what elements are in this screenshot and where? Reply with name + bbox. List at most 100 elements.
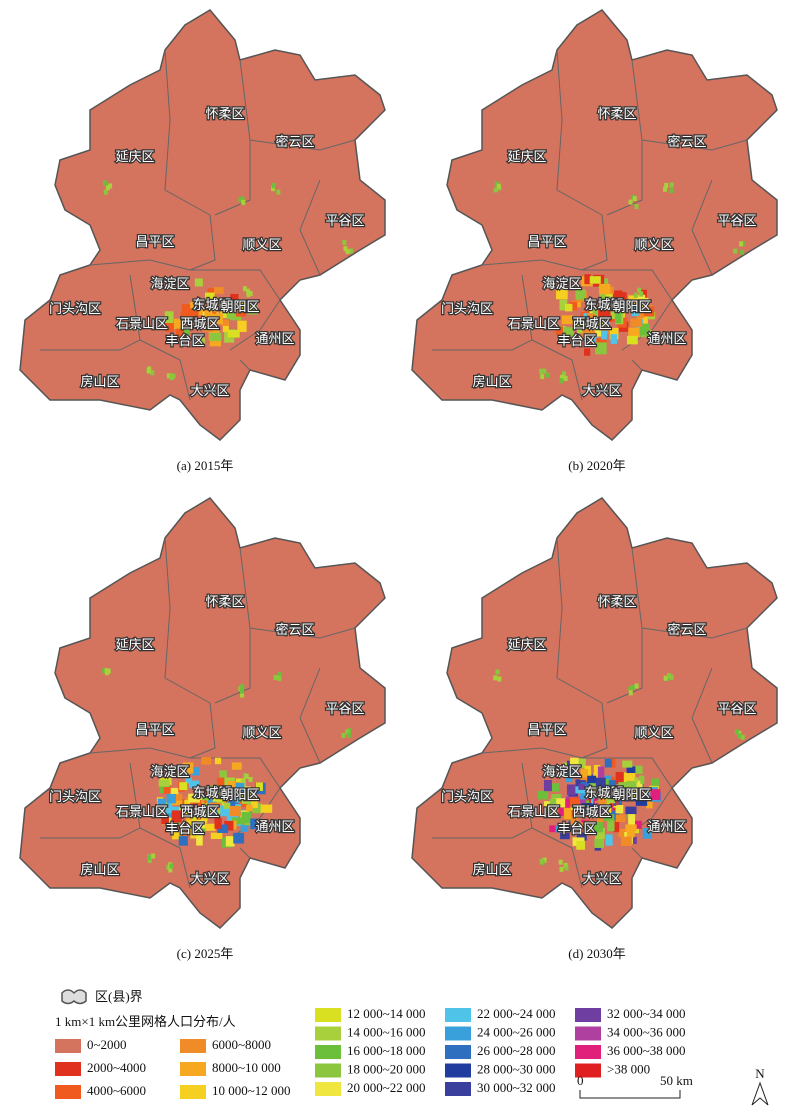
scale-bar — [579, 1090, 681, 1099]
population-cell — [595, 827, 605, 840]
district-label: 密云区 — [667, 622, 706, 637]
population-cell — [103, 189, 108, 195]
district-label: 东城区 — [584, 297, 623, 312]
population-cell — [188, 780, 200, 789]
district-label: 石景山区 — [508, 316, 560, 331]
population-cell — [176, 328, 185, 338]
district-label: 延庆区 — [507, 637, 546, 652]
population-cell — [618, 828, 630, 838]
population-cell — [231, 793, 241, 803]
population-cell — [542, 857, 547, 863]
population-cell — [231, 817, 244, 825]
population-cell — [191, 767, 200, 776]
population-cell — [173, 794, 183, 801]
population-cell — [204, 292, 215, 301]
population-cell — [208, 802, 220, 810]
population-cell — [628, 690, 633, 696]
population-cell — [556, 289, 568, 300]
population-cell — [582, 327, 590, 339]
district-label: 房山区 — [80, 862, 119, 877]
population-cell — [166, 802, 173, 814]
population-cell — [271, 186, 276, 192]
population-cell — [343, 246, 348, 252]
population-cell — [597, 766, 605, 778]
population-cell — [587, 775, 597, 784]
population-cell — [217, 777, 225, 787]
population-cell — [240, 197, 245, 203]
population-cell — [615, 772, 624, 784]
population-cell — [542, 368, 547, 374]
district-label: 顺义区 — [242, 237, 281, 252]
population-cell — [341, 732, 346, 738]
panel-caption: (a) 2015年 — [177, 458, 234, 473]
population-cell — [211, 313, 224, 325]
population-cell — [348, 248, 353, 254]
legend-label: 4000~6000 — [87, 1083, 146, 1098]
population-cell — [194, 790, 205, 799]
population-cell — [178, 807, 189, 815]
population-cell — [235, 309, 246, 317]
population-cell — [189, 301, 200, 314]
legend-label: >38 000 — [607, 1061, 650, 1076]
population-cell — [663, 675, 668, 681]
population-cell — [200, 812, 208, 824]
population-cell — [227, 801, 236, 810]
population-cell — [195, 806, 205, 817]
population-cell — [602, 814, 615, 821]
district-label: 房山区 — [80, 374, 119, 389]
population-cell — [664, 182, 669, 188]
population-cell — [214, 757, 222, 765]
legend-swatch — [445, 1063, 471, 1078]
population-cell — [628, 813, 636, 826]
population-cell — [250, 796, 258, 809]
population-cell — [273, 675, 278, 681]
district-label: 顺义区 — [242, 725, 281, 740]
population-cell — [644, 306, 655, 317]
district-label: 门头沟区 — [441, 301, 493, 316]
population-cell — [244, 773, 249, 779]
district-label: 门头沟区 — [441, 789, 493, 804]
population-cell — [158, 779, 170, 787]
legend-label: 20 000~22 000 — [347, 1080, 426, 1095]
legend-swatch — [575, 1045, 601, 1059]
population-cell — [345, 729, 350, 735]
district-label: 密云区 — [667, 134, 706, 149]
legend-swatch — [445, 1045, 471, 1059]
population-cell — [626, 766, 636, 774]
population-cell — [102, 668, 107, 674]
population-cell — [576, 758, 586, 769]
district-label: 密云区 — [275, 622, 314, 637]
population-cell — [248, 290, 253, 296]
legend-label: 26 000~28 000 — [477, 1043, 556, 1058]
population-cell — [563, 327, 574, 338]
legend-swatch — [575, 1063, 601, 1078]
population-cell — [539, 858, 544, 864]
population-cell — [607, 800, 614, 808]
population-cell — [589, 276, 601, 284]
population-cell — [252, 803, 263, 814]
population-cell — [631, 765, 643, 774]
district-label: 石景山区 — [116, 804, 168, 819]
population-cell — [179, 782, 188, 791]
population-cell — [582, 804, 589, 815]
population-cell — [563, 862, 568, 868]
population-cell — [562, 762, 571, 773]
population-cell — [584, 306, 592, 314]
population-cell — [223, 802, 231, 809]
population-cell — [628, 199, 633, 205]
legend-label: 18 000~20 000 — [347, 1061, 426, 1076]
population-cell — [630, 684, 635, 690]
population-cell — [147, 858, 152, 864]
population-cell — [242, 286, 247, 292]
district-label: 怀柔区 — [597, 594, 636, 609]
district-label: 海淀区 — [542, 764, 581, 779]
population-cell — [612, 820, 620, 833]
district-label: 丰台区 — [165, 821, 204, 836]
population-cell — [184, 799, 195, 807]
population-cell — [346, 732, 351, 738]
population-cell — [248, 776, 253, 782]
population-cell — [737, 730, 742, 736]
population-cell — [493, 187, 498, 193]
population-cell — [198, 303, 205, 316]
district-label: 平谷区 — [325, 701, 364, 716]
